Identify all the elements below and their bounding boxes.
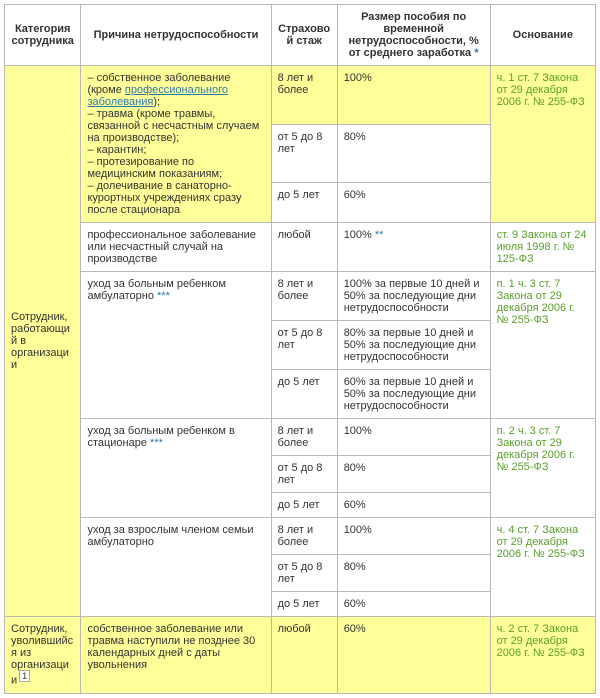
table-row: уход за больным ребенком амбулаторно ***… — [5, 272, 596, 321]
star-ref-icon: ** — [375, 229, 384, 241]
cell-reason-6: собственное заболевание или травма насту… — [81, 617, 271, 694]
cell-reason-3: уход за больным ребенком амбулаторно *** — [81, 272, 271, 419]
h-reason: Причина нетрудоспособности — [81, 5, 271, 66]
table-row: уход за взрослым членом семьи амбулаторн… — [5, 518, 596, 555]
cell-seniority: 8 лет и более — [271, 66, 337, 125]
cell-basis-3: п. 1 ч. 3 ст. 7 Закона от 29 декабря 200… — [490, 272, 595, 419]
table-row: Сотрудник, уволившийся из организации1 с… — [5, 617, 596, 694]
cell-seniority: до 5 лет — [271, 183, 337, 223]
cell-seniority: от 5 до 8 лет — [271, 321, 337, 370]
cell-seniority: 8 лет и более — [271, 419, 337, 456]
h-category: Категория сотрудника — [5, 5, 81, 66]
cell-basis-1: ч. 1 ст. 7 Закона от 29 декабря 2006 г. … — [490, 66, 595, 223]
cell-reason-2: профессиональное заболевание или несчаст… — [81, 223, 271, 272]
star-ref-icon: * — [474, 47, 478, 59]
cell-benefit: 100% ** — [337, 223, 490, 272]
cell-seniority: до 5 лет — [271, 493, 337, 518]
cell-benefit: 100% — [337, 419, 490, 456]
cell-benefit: 80% — [337, 124, 490, 183]
cell-seniority: любой — [271, 223, 337, 272]
cell-seniority: от 5 до 8 лет — [271, 456, 337, 493]
cell-seniority: 8 лет и более — [271, 272, 337, 321]
cell-benefit: 100% за первые 10 дней и 50% за последую… — [337, 272, 490, 321]
cell-seniority: от 5 до 8 лет — [271, 124, 337, 183]
h-benefit-text: Размер пособия по временной нетрудоспосо… — [348, 11, 478, 59]
cell-category-2: Сотрудник, уволившийся из организации1 — [5, 617, 81, 694]
table-row: уход за больным ребенком в стационаре **… — [5, 419, 596, 456]
benefits-table: Категория сотрудника Причина нетрудоспос… — [4, 4, 596, 694]
cell-reason-1: – собственное заболевание (кроме професс… — [81, 66, 271, 223]
cell-reason-4: уход за больным ребенком в стационаре **… — [81, 419, 271, 518]
h-seniority: Страховой стаж — [271, 5, 337, 66]
cell-category-1: Сотрудник, работающий в организации — [5, 66, 81, 617]
star-ref-icon: *** — [150, 437, 163, 449]
b100s: 100% — [344, 229, 375, 241]
cell-benefit: 100% — [337, 518, 490, 555]
cell-benefit: 100% — [337, 66, 490, 125]
h-benefit: Размер пособия по временной нетрудоспосо… — [337, 5, 490, 66]
table-row: Сотрудник, работающий в организации – со… — [5, 66, 596, 125]
cell-benefit: 60% — [337, 493, 490, 518]
cell-basis-6: ч. 2 ст. 7 Закона от 29 декабря 2006 г. … — [490, 617, 595, 694]
cell-seniority: до 5 лет — [271, 370, 337, 419]
table-row: профессиональное заболевание или несчаст… — [5, 223, 596, 272]
cell-basis-4: п. 2 ч. 3 ст. 7 Закона от 29 декабря 200… — [490, 419, 595, 518]
star-ref-icon: *** — [157, 290, 170, 302]
cell-benefit: 80% за первые 10 дней и 50% за последующ… — [337, 321, 490, 370]
cell-benefit: 60% — [337, 617, 490, 694]
cell-basis-5: ч. 4 ст. 7 Закона от 29 декабря 2006 г. … — [490, 518, 595, 617]
cell-benefit: 60% — [337, 183, 490, 223]
cell-benefit: 80% — [337, 456, 490, 493]
h-basis: Основание — [490, 5, 595, 66]
cell-benefit: 60% — [337, 592, 490, 617]
cell-seniority: до 5 лет — [271, 592, 337, 617]
cell-reason-5: уход за взрослым членом семьи амбулаторн… — [81, 518, 271, 617]
cell-seniority: 8 лет и более — [271, 518, 337, 555]
cell-basis-2: ст. 9 Закона от 24 июля 1998 г. № 125-ФЗ — [490, 223, 595, 272]
cell-benefit: 60% за первые 10 дней и 50% за последующ… — [337, 370, 490, 419]
footnote-1-icon: 1 — [19, 670, 30, 682]
cell-seniority: от 5 до 8 лет — [271, 555, 337, 592]
cell-benefit: 80% — [337, 555, 490, 592]
r1-suf: ); – травма (кроме травмы, связанной с н… — [87, 96, 259, 216]
header-row: Категория сотрудника Причина нетрудоспос… — [5, 5, 596, 66]
cell-seniority: любой — [271, 617, 337, 694]
